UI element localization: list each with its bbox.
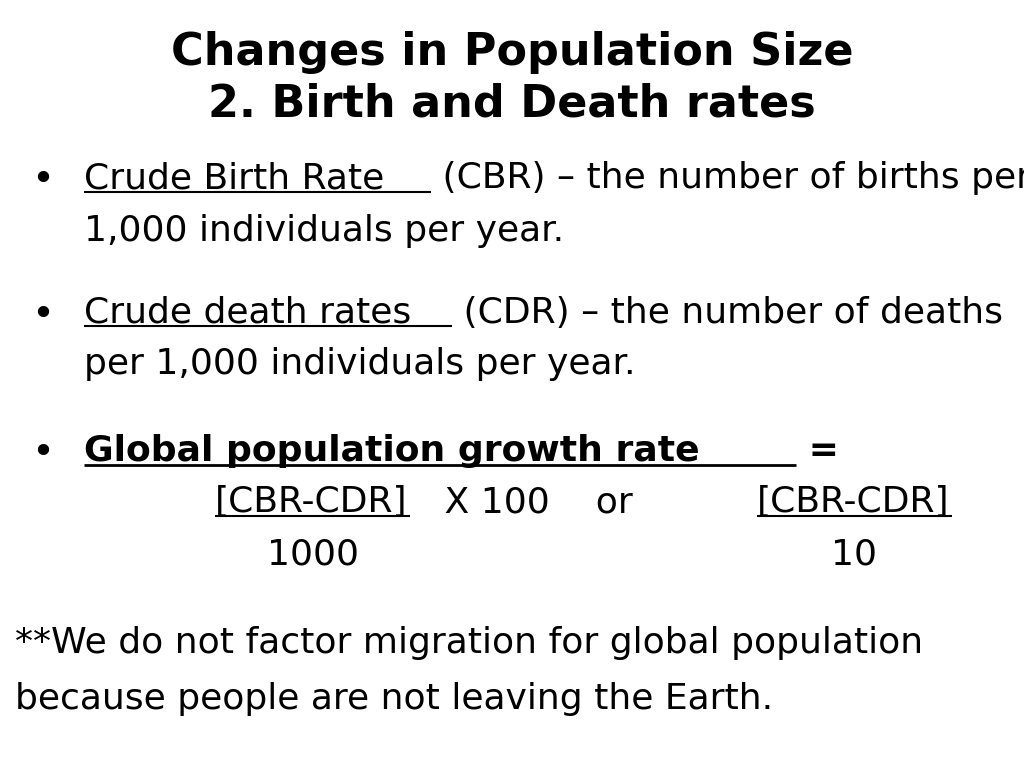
- Text: 10: 10: [831, 538, 878, 571]
- Text: **We do not factor migration for global population: **We do not factor migration for global …: [15, 626, 924, 660]
- Text: 1,000 individuals per year.: 1,000 individuals per year.: [84, 214, 564, 247]
- Text: per 1,000 individuals per year.: per 1,000 individuals per year.: [84, 347, 636, 381]
- Text: because people are not leaving the Earth.: because people are not leaving the Earth…: [15, 682, 773, 716]
- Text: (CBR) – the number of births per: (CBR) – the number of births per: [431, 161, 1024, 195]
- Text: 1000: 1000: [266, 538, 358, 571]
- Text: [CBR-CDR]: [CBR-CDR]: [757, 485, 949, 519]
- Text: Crude death rates: Crude death rates: [84, 296, 412, 329]
- Text: •: •: [31, 161, 53, 199]
- Text: 2. Birth and Death rates: 2. Birth and Death rates: [208, 82, 816, 125]
- Text: [CBR-CDR]: [CBR-CDR]: [215, 485, 408, 519]
- Text: •: •: [31, 434, 53, 472]
- Text: •: •: [31, 296, 53, 333]
- Text: Global population growth rate: Global population growth rate: [84, 434, 699, 468]
- Text: (CDR) – the number of deaths: (CDR) – the number of deaths: [453, 296, 1004, 329]
- Text: Changes in Population Size: Changes in Population Size: [171, 31, 853, 74]
- Text: Crude Birth Rate: Crude Birth Rate: [84, 161, 384, 195]
- Text: =: =: [796, 434, 839, 468]
- Text: X 100    or: X 100 or: [410, 485, 655, 519]
